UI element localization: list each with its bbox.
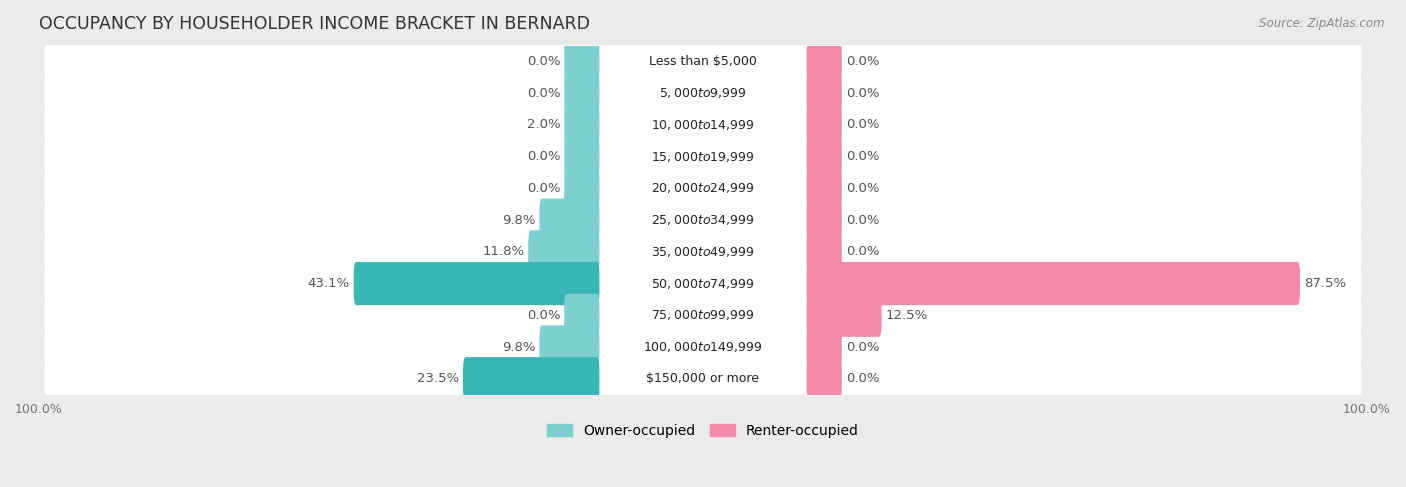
Text: $75,000 to $99,999: $75,000 to $99,999: [651, 308, 755, 322]
Text: $10,000 to $14,999: $10,000 to $14,999: [651, 118, 755, 132]
FancyBboxPatch shape: [45, 299, 1361, 332]
Text: 11.8%: 11.8%: [482, 245, 524, 258]
Text: $15,000 to $19,999: $15,000 to $19,999: [651, 150, 755, 164]
FancyBboxPatch shape: [45, 45, 1361, 78]
FancyBboxPatch shape: [45, 172, 1361, 205]
Text: 0.0%: 0.0%: [527, 150, 560, 163]
FancyBboxPatch shape: [463, 357, 599, 400]
FancyBboxPatch shape: [807, 230, 842, 273]
Text: $20,000 to $24,999: $20,000 to $24,999: [651, 182, 755, 195]
Text: 0.0%: 0.0%: [846, 150, 879, 163]
FancyBboxPatch shape: [807, 325, 842, 369]
Text: 0.0%: 0.0%: [527, 182, 560, 195]
FancyBboxPatch shape: [45, 77, 1361, 110]
Text: $150,000 or more: $150,000 or more: [647, 372, 759, 385]
Text: 0.0%: 0.0%: [846, 87, 879, 100]
Text: 0.0%: 0.0%: [846, 245, 879, 258]
FancyBboxPatch shape: [807, 72, 842, 115]
Text: Source: ZipAtlas.com: Source: ZipAtlas.com: [1260, 17, 1385, 30]
FancyBboxPatch shape: [807, 262, 1301, 305]
Text: 0.0%: 0.0%: [846, 340, 879, 354]
Text: 0.0%: 0.0%: [527, 55, 560, 68]
Text: 9.8%: 9.8%: [502, 214, 536, 226]
FancyBboxPatch shape: [807, 40, 842, 83]
FancyBboxPatch shape: [45, 204, 1361, 236]
FancyBboxPatch shape: [564, 40, 599, 83]
FancyBboxPatch shape: [564, 135, 599, 178]
FancyBboxPatch shape: [564, 103, 599, 147]
Text: $50,000 to $74,999: $50,000 to $74,999: [651, 277, 755, 291]
Text: 43.1%: 43.1%: [308, 277, 350, 290]
Text: 0.0%: 0.0%: [846, 372, 879, 385]
FancyBboxPatch shape: [807, 357, 842, 400]
Text: 87.5%: 87.5%: [1303, 277, 1346, 290]
Text: 0.0%: 0.0%: [846, 118, 879, 131]
Text: 0.0%: 0.0%: [846, 182, 879, 195]
Text: 0.0%: 0.0%: [527, 87, 560, 100]
Text: 0.0%: 0.0%: [527, 309, 560, 322]
Text: OCCUPANCY BY HOUSEHOLDER INCOME BRACKET IN BERNARD: OCCUPANCY BY HOUSEHOLDER INCOME BRACKET …: [39, 15, 591, 33]
Text: 23.5%: 23.5%: [416, 372, 458, 385]
Text: Less than $5,000: Less than $5,000: [650, 55, 756, 68]
FancyBboxPatch shape: [529, 230, 599, 273]
Text: $25,000 to $34,999: $25,000 to $34,999: [651, 213, 755, 227]
Text: $35,000 to $49,999: $35,000 to $49,999: [651, 245, 755, 259]
FancyBboxPatch shape: [807, 167, 842, 210]
FancyBboxPatch shape: [45, 236, 1361, 268]
FancyBboxPatch shape: [540, 199, 599, 242]
Text: $100,000 to $149,999: $100,000 to $149,999: [644, 340, 762, 354]
FancyBboxPatch shape: [564, 72, 599, 115]
FancyBboxPatch shape: [807, 103, 842, 147]
FancyBboxPatch shape: [540, 325, 599, 369]
Text: 2.0%: 2.0%: [527, 118, 560, 131]
FancyBboxPatch shape: [807, 294, 882, 337]
FancyBboxPatch shape: [564, 167, 599, 210]
Legend: Owner-occupied, Renter-occupied: Owner-occupied, Renter-occupied: [541, 418, 865, 444]
FancyBboxPatch shape: [564, 294, 599, 337]
FancyBboxPatch shape: [45, 362, 1361, 395]
FancyBboxPatch shape: [807, 135, 842, 178]
FancyBboxPatch shape: [45, 141, 1361, 173]
Text: $5,000 to $9,999: $5,000 to $9,999: [659, 86, 747, 100]
FancyBboxPatch shape: [45, 267, 1361, 300]
Text: 9.8%: 9.8%: [502, 340, 536, 354]
FancyBboxPatch shape: [354, 262, 599, 305]
Text: 12.5%: 12.5%: [886, 309, 928, 322]
FancyBboxPatch shape: [807, 199, 842, 242]
Text: 0.0%: 0.0%: [846, 214, 879, 226]
Text: 0.0%: 0.0%: [846, 55, 879, 68]
FancyBboxPatch shape: [45, 331, 1361, 363]
FancyBboxPatch shape: [45, 109, 1361, 141]
